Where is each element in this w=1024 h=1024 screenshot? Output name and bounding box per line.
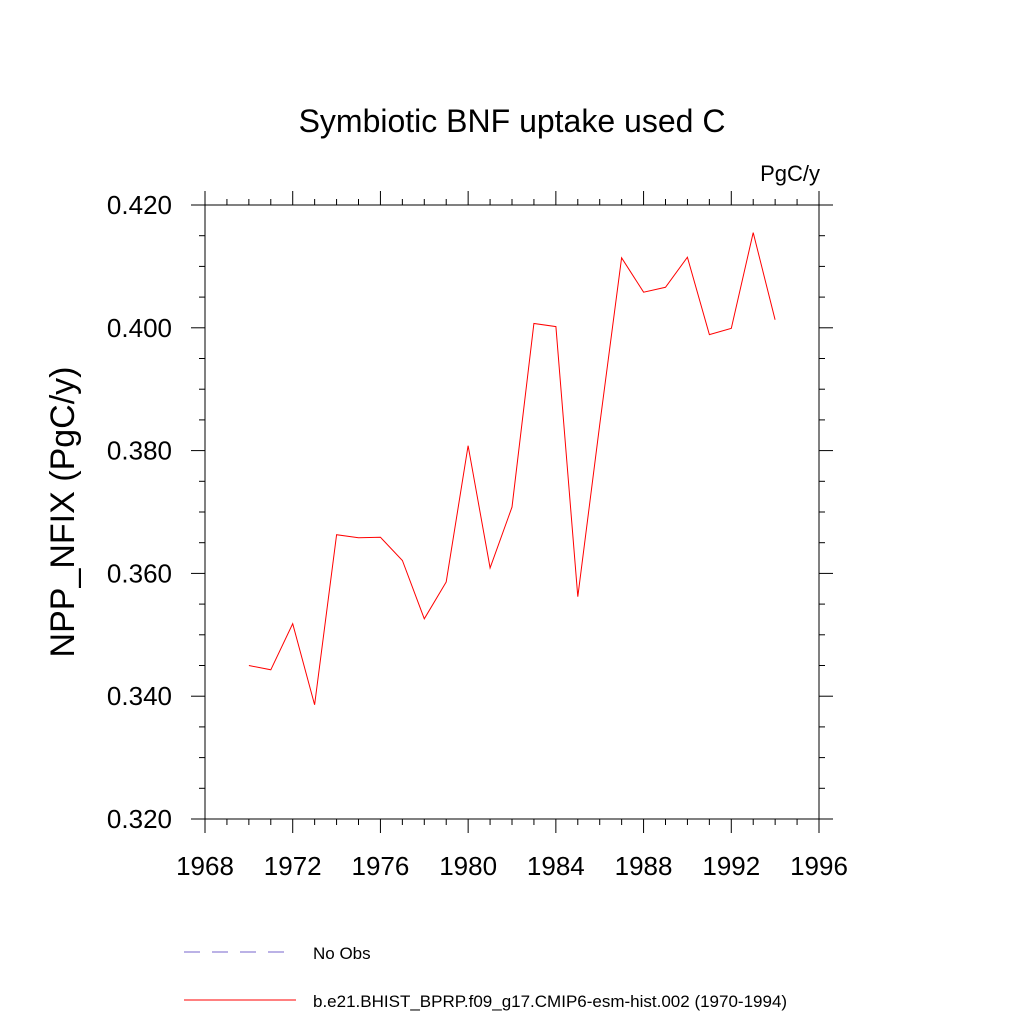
y-tick-label: 0.360 <box>107 558 172 588</box>
legend-label-no-obs: No Obs <box>313 944 371 963</box>
plot-frame <box>204 204 820 820</box>
series-line <box>248 232 776 705</box>
x-tick-label: 1992 <box>702 851 760 881</box>
y-tick-label: 0.420 <box>107 190 172 220</box>
y-tick-label: 0.340 <box>107 681 172 711</box>
x-tick-label: 1996 <box>790 851 848 881</box>
y-tick-label: 0.320 <box>107 804 172 834</box>
x-tick-label: 1976 <box>352 851 410 881</box>
x-tick-label: 1972 <box>264 851 322 881</box>
series-points <box>247 231 776 706</box>
x-tick-label: 1968 <box>176 851 234 881</box>
axis-ticks <box>191 191 833 833</box>
axis-tick-labels: 1968 1972 1976 1980 1984 1988 1992 1996 0.320 0.3… <box>107 190 848 881</box>
units-label: PgC/y <box>760 161 820 186</box>
legend: No Obs b.e21.BHIST_BPRP.f09_g17.CMIP6-es… <box>184 944 787 1011</box>
legend-label-model: b.e21.BHIST_BPRP.f09_g17.CMIP6-esm-hist.… <box>313 992 787 1011</box>
y-axis-label: NPP_NFIX (PgC/y) <box>44 367 82 658</box>
y-tick-label: 0.400 <box>107 313 172 343</box>
x-tick-label: 1988 <box>615 851 673 881</box>
y-tick-label: 0.380 <box>107 436 172 466</box>
x-tick-label: 1980 <box>439 851 497 881</box>
x-tick-label: 1984 <box>527 851 585 881</box>
chart-title: Symbiotic BNF uptake used C <box>299 103 726 139</box>
